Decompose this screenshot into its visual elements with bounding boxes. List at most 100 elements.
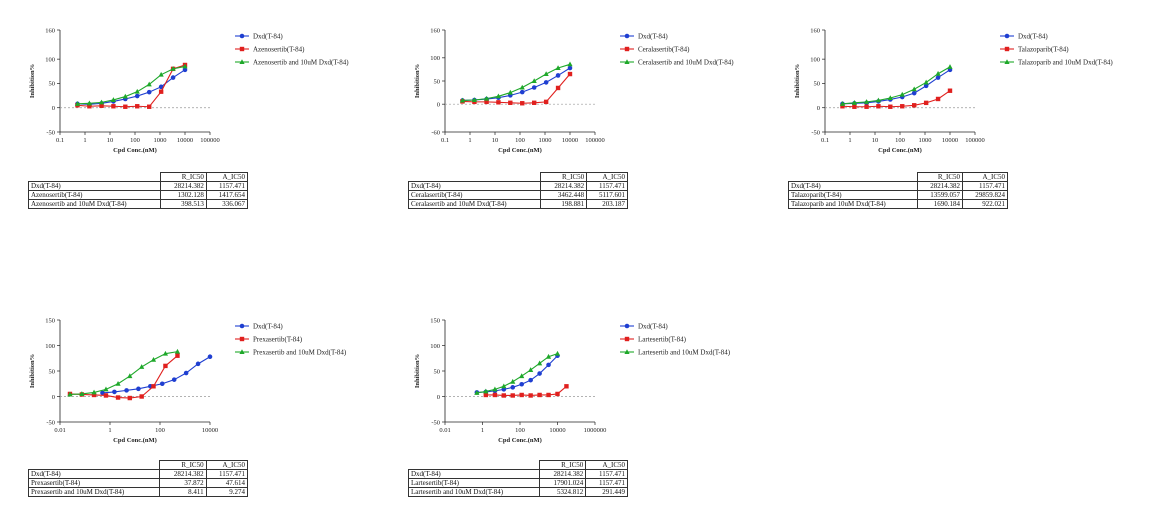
legend-marker [1004,59,1010,64]
legend-marker [624,349,630,354]
data-point [519,392,524,398]
y-tick-label: 0 [817,105,820,112]
legend-entry: Prexasertib(T-84) [253,336,303,344]
table-cell: 398.513 [160,199,207,209]
legend-entry: Dxd(T-84) [638,323,668,331]
data-point [158,71,164,77]
legend-entry: Lartesertib and 10uM Dxd(T-84) [638,349,731,357]
x-tick-label: 1000 [539,137,552,144]
x-tick-label: 100000 [200,137,220,144]
x-tick-label: 100000 [585,137,605,144]
table-col-header: R_IC50 [540,172,588,182]
data-point [508,100,513,105]
data-point [555,391,560,397]
y-tick-label: 50 [49,81,56,88]
data-point [195,361,201,367]
data-point [170,75,176,80]
legend-entry: Azenosertib and 10uM Dxd(T-84) [253,59,349,67]
data-point [528,393,533,398]
x-tick-label: 100 [895,137,905,144]
data-point [531,85,537,90]
table-row: Ceralasertib and 10uM Dxd(T-84) 198.881 20… [407,199,628,209]
data-point [507,89,513,95]
y-tick-label: 100 [45,343,55,350]
table-corner [408,172,542,182]
y-tick-label: 160 [45,27,55,34]
table-cell: 28214.382 [540,181,588,191]
legend-entry: Azenosertib(T-84) [253,46,305,54]
series-line [462,73,571,104]
table-col-header: A_IC50 [205,460,249,470]
data-point [888,104,893,109]
table-row: Talazoparib(T-84) 13599.057 29859.824 [787,190,1008,200]
data-point [175,353,180,358]
x-tick-label: 10000 [202,427,218,434]
table-corner [788,172,919,182]
table-header-row: R_IC50 A_IC50 [28,460,249,470]
table-col-header: R_IC50 [917,172,963,182]
data-point [519,373,525,379]
chart-3: 160 100 50 0 -500.1 1 10 100 1000 10000 100000 Inhi… [794,27,1113,154]
y-tick-label: 50 [434,78,441,85]
table-row: Prexasertib(T-84) 37.872 47.614 [27,478,249,488]
data-point [91,392,97,398]
x-tick-label: 10 [872,137,879,144]
x-tick-label: 10 [492,137,499,144]
data-point [99,103,104,108]
table-cell: 1157.471 [962,181,1008,191]
table-row-label: Prexasertib(T-84) [27,478,161,488]
data-point [555,65,561,71]
y-tick-label: 100 [810,56,820,63]
legend-entry: Dxd(T-84) [253,323,283,331]
table-cell: 17901.024 [538,478,587,488]
data-point [911,90,917,96]
legend-entry: Lartesertib(T-84) [638,336,687,344]
y-tick-label: 100 [430,343,440,350]
series-line [842,69,951,105]
table-row-label: Dxd(T-84) [27,181,162,191]
table-row: Prexasertib and 10uM Dxd(T-84) 8.411 9.274 [27,487,249,497]
series-line [69,355,178,399]
data-point [127,373,133,379]
table-cell: 8.411 [159,487,207,497]
legend-entry: Dxd(T-84) [638,33,668,41]
legend-entry: Prexasertib and 10uM Dxd(T-84) [253,349,347,357]
x-axis-label: Cpd Conc.(nM) [113,147,157,154]
data-point [79,391,85,396]
table-header-row: R_IC50 A_IC50 [408,172,628,182]
table-header-row: R_IC50 A_IC50 [408,460,628,470]
ic50-table-5: R_IC50 A_IC50 Dxd(T-84) 28214.382 1157.471 La… [408,460,628,497]
data-point [74,101,81,106]
table-header-row: R_IC50 A_IC50 [788,172,1008,182]
data-point [91,389,97,395]
table-row-label: Talazoparib and 10uM Dxd(T-84) [787,199,919,209]
table-row-label: Dxd(T-84) [407,181,542,191]
legend-marker [624,323,630,329]
data-point [127,395,133,401]
table-row-label: Lartesertib and 10uM Dxd(T-84) [408,487,540,497]
data-point [100,390,105,396]
table-cell: 203.187 [586,199,628,209]
data-point [103,393,109,398]
data-point [546,362,551,368]
data-point [543,71,549,77]
table-row-label: Dxd(T-84) [787,181,919,191]
table-cell: 28214.382 [160,181,207,191]
data-point [471,97,478,103]
table-row: Ceralasertib(T-84) 3462.448 5117.601 [407,190,628,200]
data-point [163,363,168,369]
x-tick-label: 1000000 [584,427,607,434]
series-line [77,64,186,108]
data-point [555,73,561,78]
table-cell: 922.021 [962,199,1008,209]
y-tick-label: 0 [437,101,440,108]
data-point [912,103,917,108]
ic50-table-1: R_IC50 A_IC50 Dxd(T-84) 28214.382 1157.471 Az… [27,172,249,209]
x-axis-label: Cpd Conc.(nM) [498,147,542,154]
data-point [135,104,140,109]
data-point [510,393,515,398]
y-axis-label: Inhibition% [414,354,421,388]
data-point [67,391,73,397]
table-cell: 336.067 [205,199,249,209]
series-line [102,356,211,394]
